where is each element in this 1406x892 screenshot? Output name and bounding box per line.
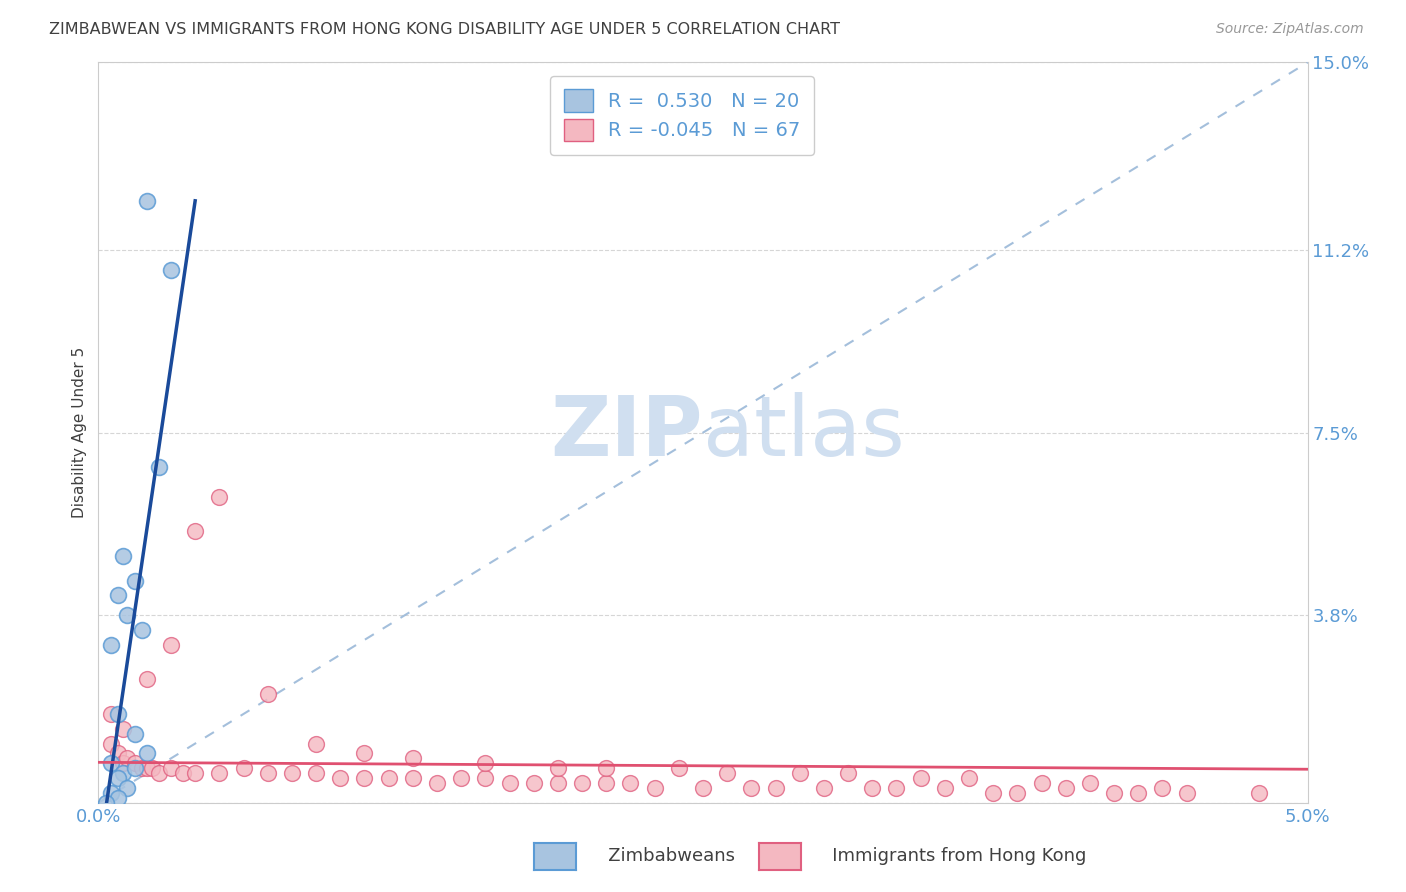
Point [595, 776, 617, 790]
Text: Zimbabweans: Zimbabweans [591, 847, 734, 865]
Text: Immigrants from Hong Kong: Immigrants from Hong Kong [815, 847, 1087, 865]
Point [957, 771, 980, 785]
Point [184, 524, 207, 539]
Point [860, 780, 883, 795]
Point [474, 756, 496, 771]
Y-axis label: Disability Age Under 5: Disability Age Under 5 [72, 347, 87, 518]
Point [172, 766, 194, 780]
Point [256, 687, 278, 701]
Point [716, 766, 738, 780]
Point [160, 638, 183, 652]
Point [402, 771, 425, 785]
Point [135, 673, 157, 687]
Point [353, 747, 375, 761]
Point [692, 780, 714, 795]
Point [934, 780, 956, 795]
Point [100, 737, 122, 751]
Point [131, 761, 153, 775]
Point [1054, 780, 1077, 795]
Point [100, 756, 122, 771]
Point [107, 790, 129, 805]
Point [523, 776, 546, 790]
Point [117, 608, 139, 623]
Point [100, 706, 122, 721]
Text: Source: ZipAtlas.com: Source: ZipAtlas.com [1216, 22, 1364, 37]
Point [498, 776, 520, 790]
Point [305, 737, 328, 751]
Point [117, 751, 139, 765]
Point [100, 786, 122, 800]
Point [111, 766, 134, 780]
Point [1031, 776, 1053, 790]
Point [124, 761, 146, 775]
Point [107, 706, 129, 721]
Point [232, 761, 254, 775]
Point [135, 747, 157, 761]
Point [111, 756, 134, 771]
Point [377, 771, 399, 785]
Point [619, 776, 641, 790]
Point [981, 786, 1004, 800]
Point [450, 771, 472, 785]
Point [644, 780, 666, 795]
Point [124, 727, 146, 741]
Point [111, 722, 134, 736]
Point [117, 780, 139, 795]
Point [1078, 776, 1101, 790]
Point [353, 771, 375, 785]
Point [886, 780, 908, 795]
Point [148, 460, 170, 475]
Point [765, 780, 787, 795]
Text: ZIP: ZIP [551, 392, 703, 473]
Point [1249, 786, 1271, 800]
Point [281, 766, 304, 780]
Point [107, 589, 129, 603]
Point [107, 771, 129, 785]
Point [135, 761, 157, 775]
Point [837, 766, 859, 780]
Point [1102, 786, 1125, 800]
Point [571, 776, 593, 790]
Point [1175, 786, 1198, 800]
Legend: R =  0.530   N = 20, R = -0.045   N = 67: R = 0.530 N = 20, R = -0.045 N = 67 [550, 76, 814, 155]
Point [94, 796, 117, 810]
Point [124, 574, 146, 588]
Point [148, 766, 170, 780]
Point [402, 751, 425, 765]
Text: atlas: atlas [703, 392, 904, 473]
Point [131, 623, 153, 637]
Point [135, 194, 157, 208]
Point [256, 766, 278, 780]
Point [107, 747, 129, 761]
Point [141, 761, 163, 775]
Point [426, 776, 449, 790]
Point [1152, 780, 1174, 795]
Point [160, 761, 183, 775]
Point [160, 262, 183, 277]
Point [474, 771, 496, 785]
Point [208, 766, 231, 780]
Point [124, 756, 146, 771]
Point [1007, 786, 1029, 800]
Text: ZIMBABWEAN VS IMMIGRANTS FROM HONG KONG DISABILITY AGE UNDER 5 CORRELATION CHART: ZIMBABWEAN VS IMMIGRANTS FROM HONG KONG … [49, 22, 841, 37]
Point [1128, 786, 1150, 800]
Point [100, 638, 122, 652]
Point [910, 771, 932, 785]
Point [111, 549, 134, 563]
Point [740, 780, 762, 795]
Point [184, 766, 207, 780]
Point [595, 761, 617, 775]
Point [329, 771, 352, 785]
Point [813, 780, 835, 795]
Point [208, 490, 231, 504]
Point [547, 761, 569, 775]
Point [668, 761, 690, 775]
Point [789, 766, 811, 780]
Point [547, 776, 569, 790]
Point [305, 766, 328, 780]
